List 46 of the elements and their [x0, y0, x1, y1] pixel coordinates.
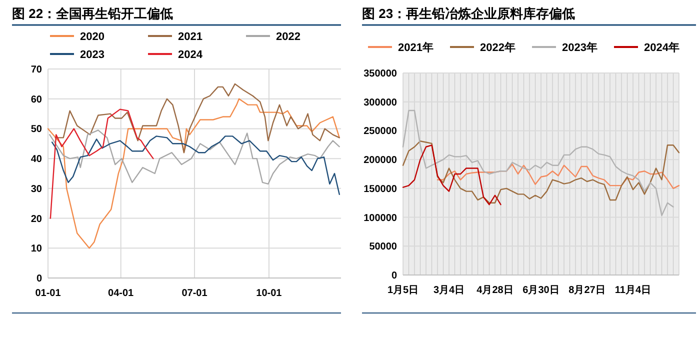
x-tick-label: 11月4日 — [614, 285, 652, 296]
x-tick-label: 04-01 — [108, 288, 134, 299]
y-tick-label: 30 — [30, 184, 42, 195]
x-tick-label: 1月5日 — [387, 285, 419, 296]
x-tick-label: 6月30日 — [522, 285, 560, 296]
line-series — [402, 144, 502, 206]
chart-title: 图 23：再生铅冶炼企业原料库存偏低 — [362, 6, 576, 21]
legend-label: 2022年 — [480, 40, 516, 54]
x-tick-label: 3月4日 — [433, 285, 465, 296]
legend-label: 2021年 — [398, 40, 434, 54]
line-series — [402, 140, 680, 204]
line-series — [51, 136, 340, 195]
y-tick-label: 150000 — [364, 184, 398, 195]
legend-label: 2020 — [80, 30, 104, 43]
legend-label: 2024 — [178, 48, 204, 61]
y-tick-label: 200000 — [364, 155, 398, 166]
line-series — [50, 108, 154, 219]
x-tick-label: 8月27日 — [568, 285, 606, 296]
legend-label: 2023 — [80, 48, 104, 61]
y-tick-label: 300000 — [364, 97, 398, 108]
legend-label: 2021 — [178, 30, 202, 43]
x-tick-label: 10-01 — [256, 288, 282, 299]
chart-title: 图 22：全国再生铅开工偏低 — [12, 6, 174, 21]
y-tick-label: 10 — [30, 244, 42, 255]
y-tick-label: 20 — [30, 214, 42, 225]
y-tick-label: 40 — [30, 154, 42, 166]
line-series — [54, 83, 340, 154]
y-tick-label: 0 — [36, 274, 42, 284]
y-tick-label: 60 — [30, 94, 42, 106]
y-tick-label: 0 — [391, 270, 398, 282]
x-tick-label: 07-01 — [182, 288, 208, 299]
legend-label: 2022 — [276, 30, 300, 43]
x-tick-label: 4月28日 — [476, 285, 514, 296]
line-series — [436, 164, 680, 190]
y-tick-label: 70 — [30, 64, 42, 76]
y-tick-label: 350000 — [364, 68, 398, 80]
line-series — [49, 130, 340, 185]
y-tick-label: 50000 — [369, 242, 398, 253]
y-tick-label: 250000 — [364, 126, 398, 138]
x-tick-label: 01-01 — [35, 288, 62, 299]
y-tick-label: 50 — [30, 124, 42, 136]
legend-label: 2024年 — [644, 40, 680, 54]
y-tick-label: 100000 — [364, 212, 398, 224]
line-series — [402, 110, 674, 216]
legend-label: 2023年 — [562, 40, 598, 54]
line-series — [47, 98, 340, 249]
